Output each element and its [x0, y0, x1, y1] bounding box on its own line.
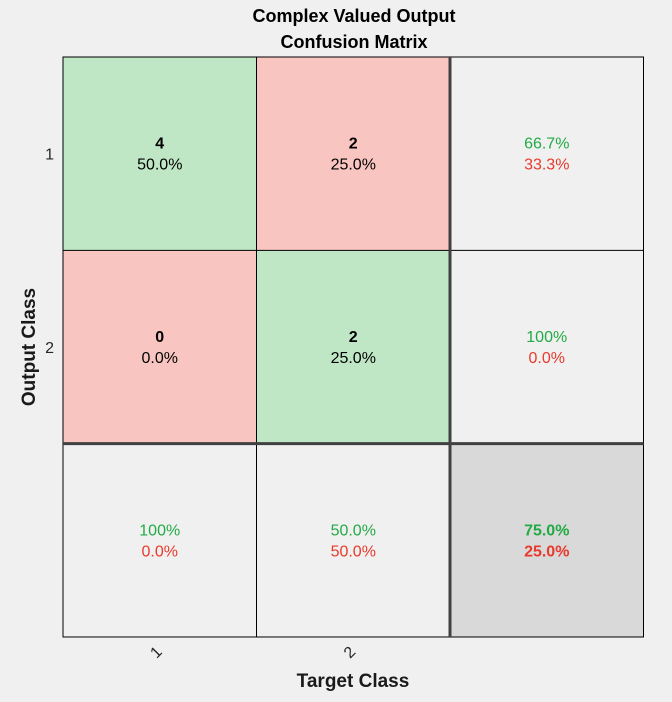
- cell-percent-1-1: 50.0%: [137, 157, 182, 174]
- matrix-border: [62, 56, 644, 638]
- matrix-cell-1-2: [256, 57, 450, 251]
- column-summary-incorrect-2: 50.0%: [331, 543, 376, 560]
- overall-correct: 75.0%: [524, 522, 569, 539]
- row-summary-correct-2: 100%: [526, 329, 567, 346]
- chart-title-line-1: Complex Valued Output: [252, 6, 456, 26]
- x-axis-label: Target Class: [296, 671, 410, 692]
- y-axis-label: Output Class: [19, 287, 40, 407]
- overall-accuracy-cell: [450, 443, 644, 637]
- y-tick-label-2: 2: [45, 340, 54, 357]
- row-summary-incorrect-2: 0.0%: [529, 350, 565, 367]
- cell-count-1-1: 4: [155, 136, 164, 153]
- matrix-cell-1-1: [63, 57, 257, 251]
- column-summary-correct-2: 50.0%: [331, 522, 376, 539]
- cell-percent-2-1: 0.0%: [142, 350, 178, 367]
- column-summary-incorrect-1: 0.0%: [142, 543, 178, 560]
- cell-percent-2-2: 25.0%: [331, 350, 376, 367]
- column-summary-cell-1: [63, 443, 257, 637]
- cell-percent-1-2: 25.0%: [331, 157, 376, 174]
- row-summary-correct-1: 66.7%: [524, 136, 569, 153]
- row-summary-incorrect-1: 33.3%: [524, 157, 569, 174]
- chart-title-line-2: Confusion Matrix: [280, 32, 428, 52]
- cell-count-1-2: 2: [349, 136, 358, 153]
- y-tick-label-1: 1: [45, 147, 54, 164]
- cell-count-2-1: 0: [155, 329, 164, 346]
- matrix-cell-2-2: [256, 250, 450, 444]
- row-summary-cell-2: [450, 250, 644, 444]
- x-tick-label-1: 1: [147, 644, 165, 662]
- column-summary-correct-1: 100%: [139, 522, 180, 539]
- overall-incorrect: 25.0%: [524, 543, 569, 560]
- row-summary-cell-1: [450, 57, 644, 251]
- x-tick-label-2: 2: [341, 644, 359, 662]
- cell-count-2-2: 2: [349, 329, 358, 346]
- matrix-cell-2-1: [63, 250, 257, 444]
- column-summary-cell-2: [256, 443, 450, 637]
